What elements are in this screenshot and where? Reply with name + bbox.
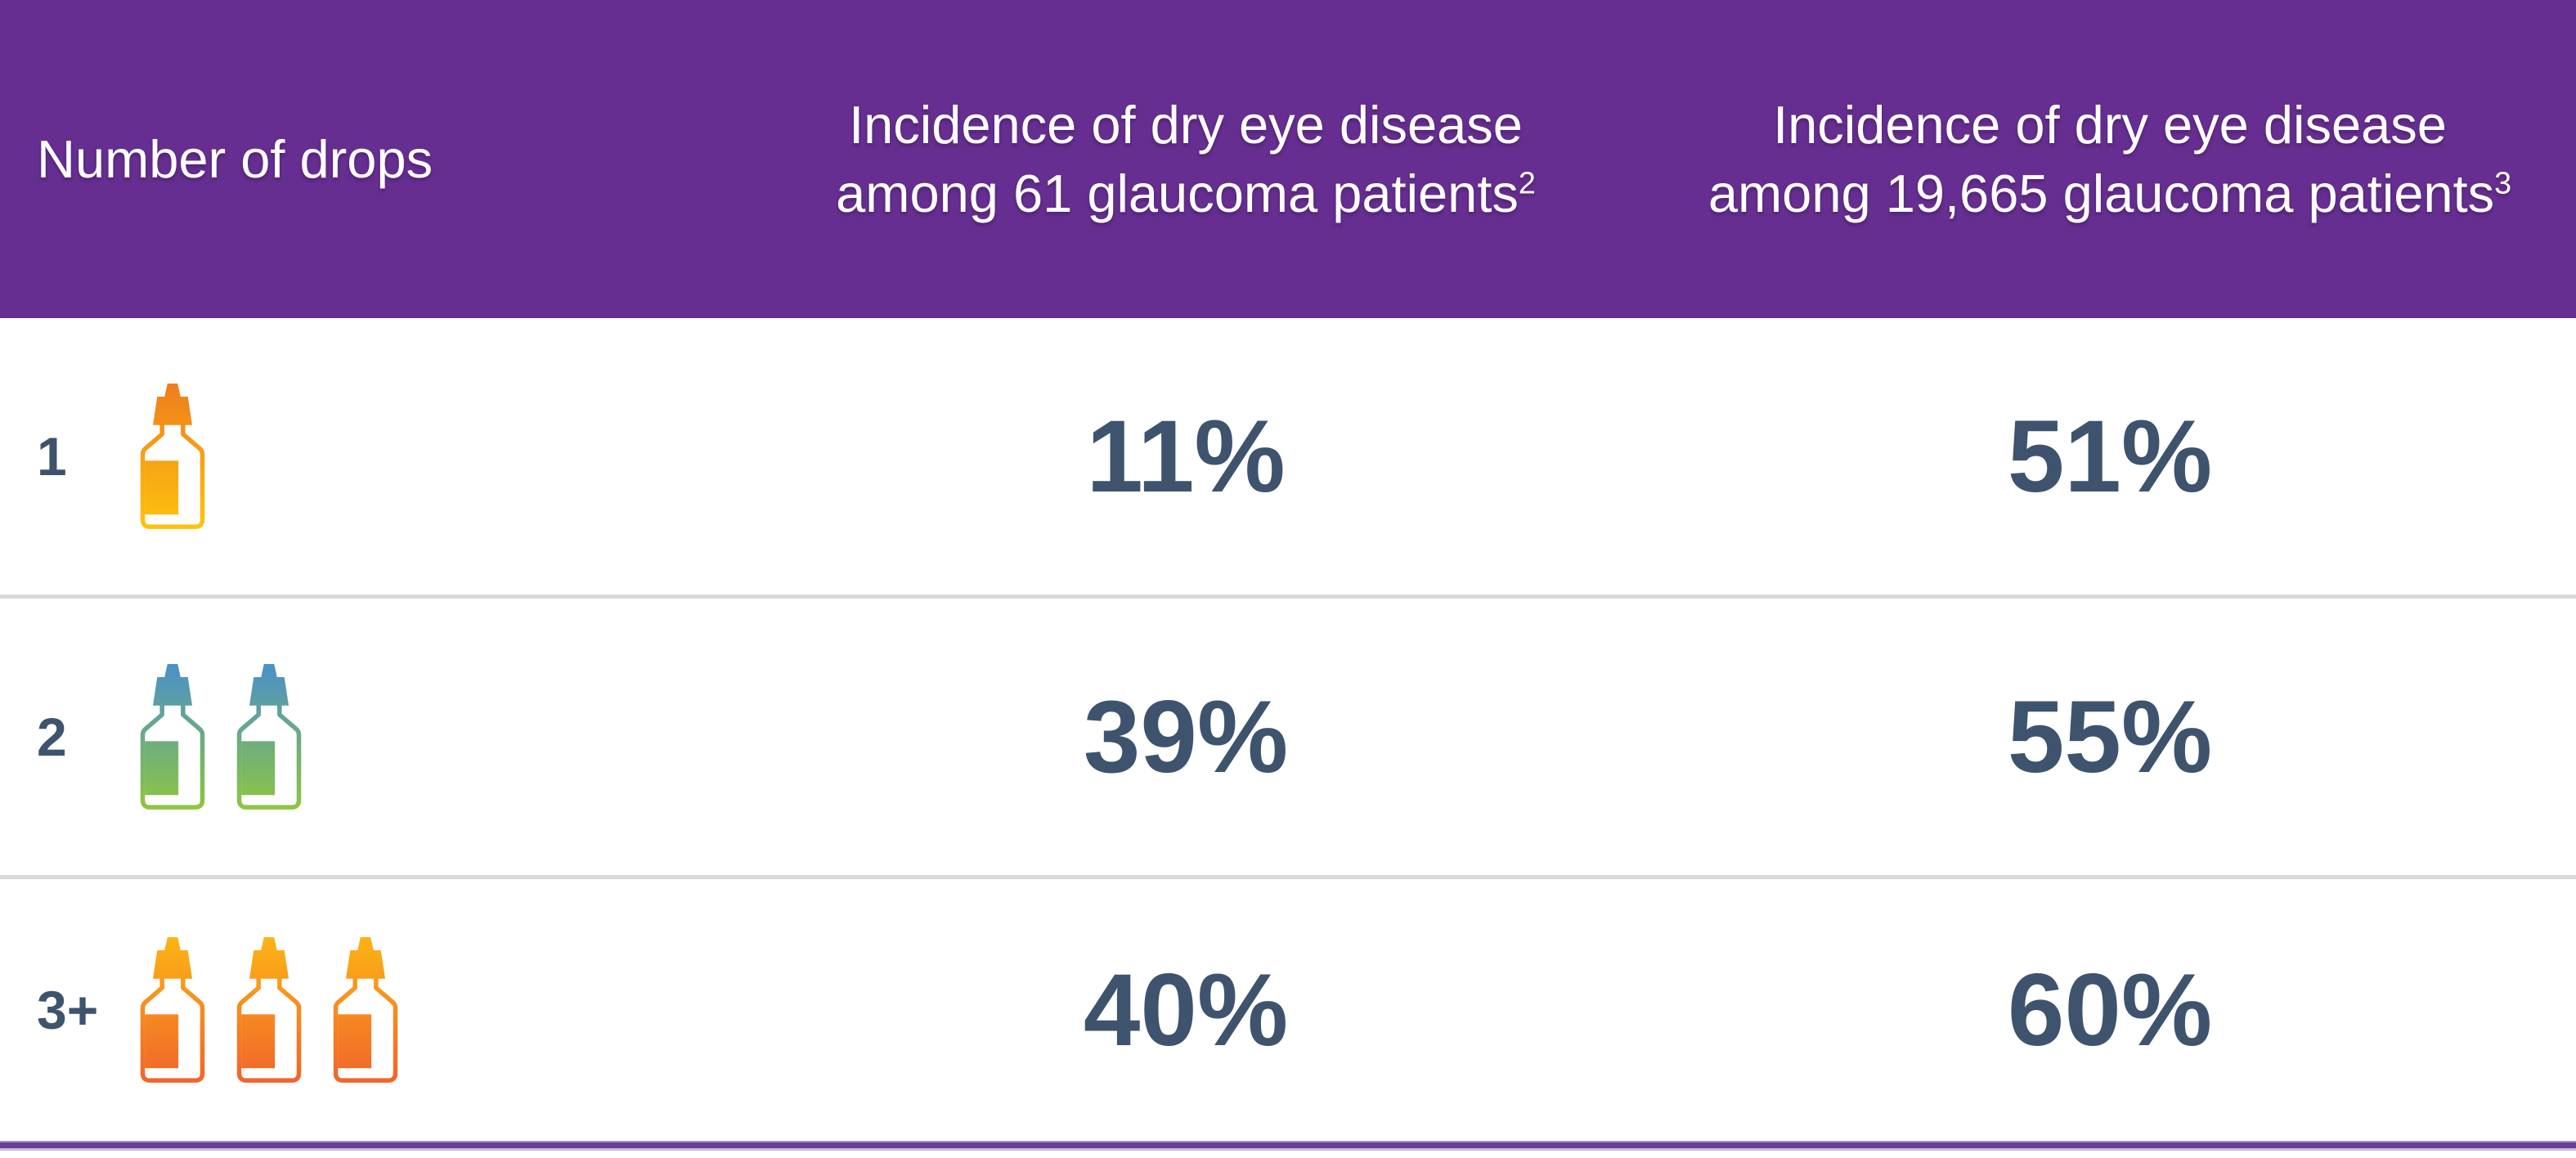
incidence-value-61: 39% xyxy=(1083,680,1289,794)
header-line-1: Incidence of dry eye disease xyxy=(1773,94,2447,155)
header-line-2: among 19,665 glaucoma patients3 xyxy=(1708,163,2512,223)
reference-superscript: 2 xyxy=(1518,164,1536,200)
bottle-icon-group xyxy=(139,384,206,529)
table-row: 1 11% 51% xyxy=(0,318,2576,595)
drops-count-label: 2 xyxy=(37,707,67,767)
drops-count-label: 1 xyxy=(37,426,67,487)
eye-drop-bottle-icon xyxy=(139,384,206,529)
eye-drop-bottle-icon xyxy=(139,937,206,1083)
column-header-label: Number of drops xyxy=(37,128,433,189)
reference-superscript: 3 xyxy=(2494,164,2512,200)
bottom-accent-rule xyxy=(0,1141,2576,1151)
eye-drop-bottle-icon xyxy=(332,937,399,1083)
drops-cell: 3+ xyxy=(0,937,777,1083)
drops-cell: 1 xyxy=(0,384,777,529)
incidence-value-61: 11% xyxy=(1086,399,1286,514)
header-line-2: among 61 glaucoma patients2 xyxy=(836,163,1536,223)
bottle-icon-group xyxy=(139,937,399,1083)
column-header-number-of-drops: Number of drops xyxy=(0,125,777,194)
table-row: 2 39% 55% xyxy=(0,595,2576,875)
eye-drop-bottle-icon xyxy=(236,664,303,810)
table-header-row: Number of drops Incidence of dry eye dis… xyxy=(0,0,2576,318)
table-row: 3+ 40% 60% xyxy=(0,875,2576,1141)
drops-cell: 2 xyxy=(0,664,777,810)
incidence-value-19665: 55% xyxy=(2007,680,2213,794)
incidence-value-19665: 60% xyxy=(2007,953,2213,1067)
header-line-1: Incidence of dry eye disease xyxy=(849,94,1523,155)
bottom-spacer xyxy=(0,1151,2576,1158)
drops-count-label: 3+ xyxy=(37,980,99,1040)
column-header-incidence-19665: Incidence of dry eye disease among 19,66… xyxy=(1595,91,2576,228)
bottle-icon-group xyxy=(139,664,303,810)
incidence-value-61: 40% xyxy=(1083,953,1289,1067)
eye-drop-bottle-icon xyxy=(236,937,303,1083)
incidence-value-19665: 51% xyxy=(2007,399,2213,514)
column-header-incidence-61: Incidence of dry eye disease among 61 gl… xyxy=(777,91,1595,228)
eye-drop-bottle-icon xyxy=(139,664,206,810)
